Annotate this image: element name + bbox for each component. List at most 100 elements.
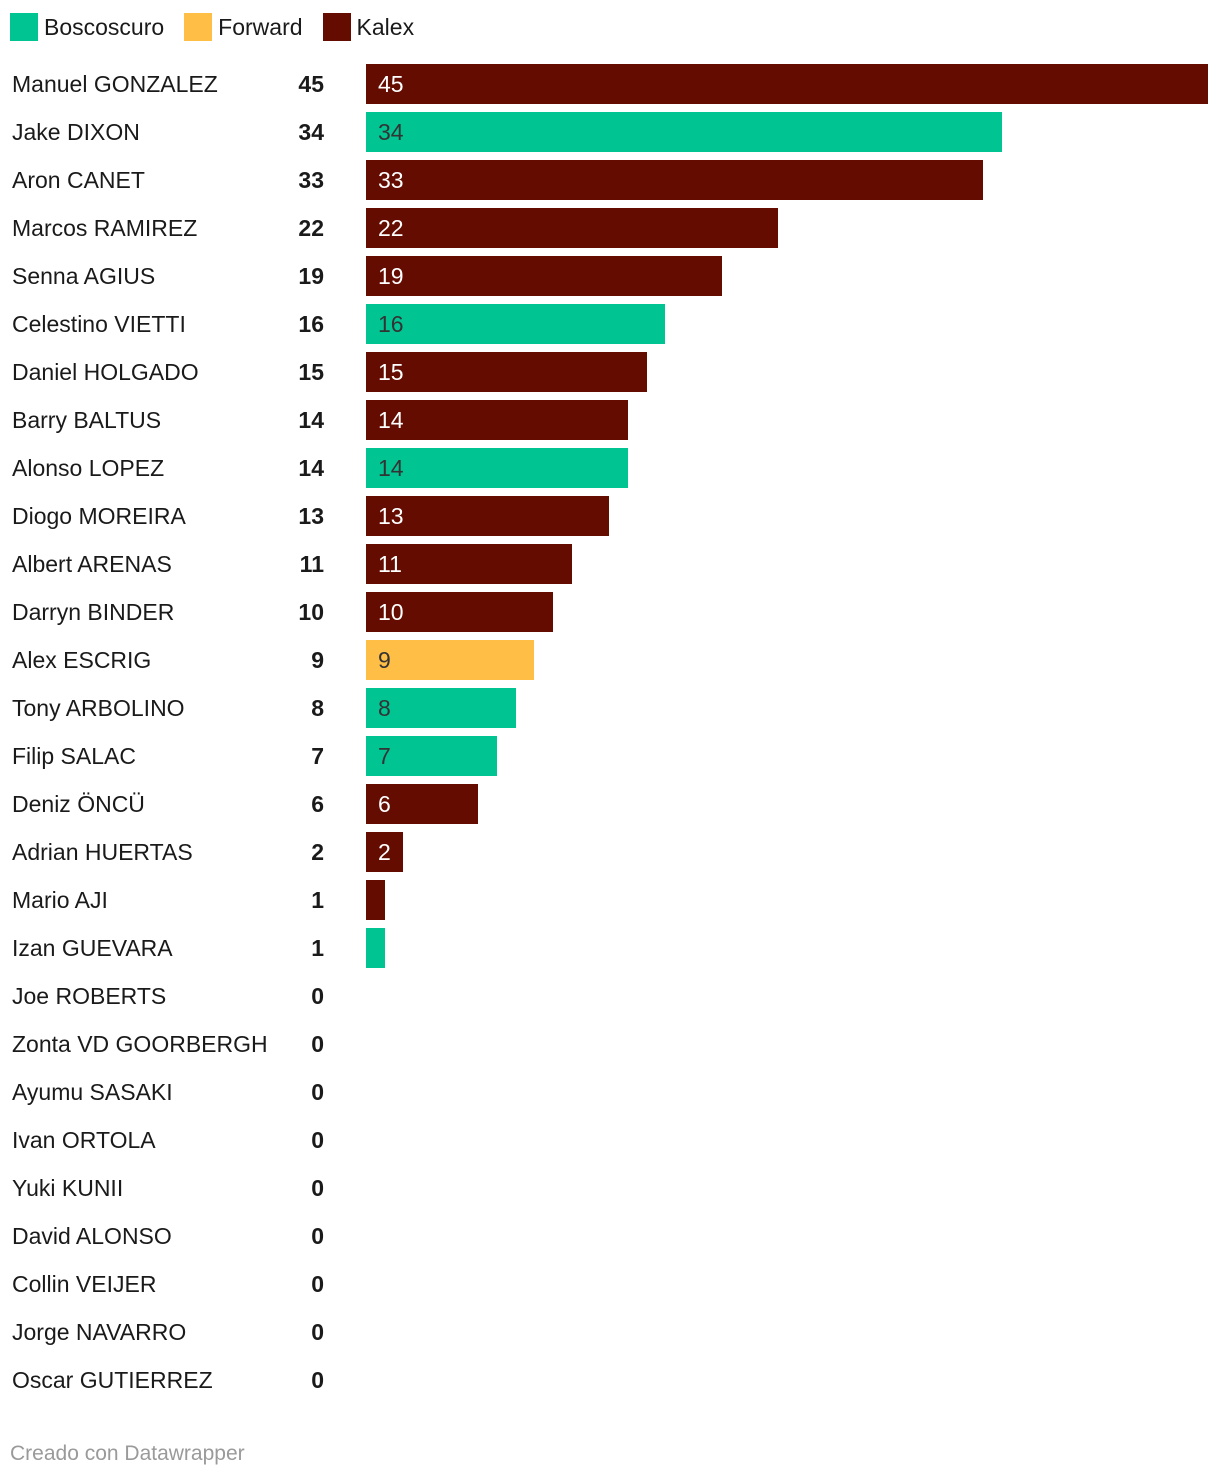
chart-row: Darryn BINDER 10 10 (0, 592, 1220, 632)
value-label: 0 (311, 1127, 324, 1153)
bar: 15 (366, 352, 647, 392)
value-label: 14 (298, 407, 324, 433)
value-label: 10 (298, 599, 324, 625)
chart-legend: Boscoscuro Forward Kalex (10, 12, 434, 42)
bar: 2 (366, 832, 403, 872)
chart-row: Joe ROBERTS 0 (0, 976, 1220, 1016)
legend-swatch-forward (184, 13, 213, 41)
bar (366, 880, 385, 920)
category-label: Zonta VD GOORBERGH (12, 1031, 268, 1057)
bar-data-label: 2 (378, 839, 391, 865)
bar-data-label: 45 (378, 71, 404, 97)
category-label: Aron CANET (12, 167, 145, 193)
chart-row: Alex ESCRIG 9 9 (0, 640, 1220, 680)
bar-data-label: 16 (378, 311, 404, 337)
bar-data-label: 11 (378, 551, 402, 577)
legend-label-boscoscuro: Boscoscuro (44, 14, 165, 40)
value-label: 16 (298, 311, 324, 337)
chart-row: Deniz ÖNCÜ 6 6 (0, 784, 1220, 824)
chart-row: Barry BALTUS 14 14 (0, 400, 1220, 440)
bar-data-label: 8 (378, 695, 391, 721)
value-label: 13 (298, 503, 324, 529)
value-label: 0 (311, 1319, 324, 1345)
chart-row: Jorge NAVARRO 0 (0, 1312, 1220, 1352)
category-label: Filip SALAC (12, 743, 136, 769)
bar: 7 (366, 736, 497, 776)
value-label: 2 (311, 839, 324, 865)
legend-label-kalex: Kalex (356, 14, 415, 40)
bar-data-label: 15 (378, 359, 404, 385)
chart-row: Marcos RAMIREZ 22 22 (0, 208, 1220, 248)
bar: 22 (366, 208, 778, 248)
category-label: Albert ARENAS (12, 551, 172, 577)
bar-data-label: 14 (378, 455, 404, 481)
bar-data-label: 22 (378, 215, 404, 241)
chart-row: Filip SALAC 7 7 (0, 736, 1220, 776)
bar: 19 (366, 256, 722, 296)
chart-row: Izan GUEVARA 1 (0, 928, 1220, 968)
bar-data-label: 7 (378, 743, 391, 769)
value-label: 0 (311, 1223, 324, 1249)
bar: 8 (366, 688, 516, 728)
bar-data-label: 33 (378, 167, 404, 193)
value-label: 33 (298, 167, 324, 193)
chart-row: Daniel HOLGADO 15 15 (0, 352, 1220, 392)
category-label: Collin VEIJER (12, 1271, 157, 1297)
value-label: 14 (298, 455, 324, 481)
category-label: Adrian HUERTAS (12, 839, 193, 865)
category-label: Alonso LOPEZ (12, 455, 165, 481)
category-label: Deniz ÖNCÜ (12, 791, 145, 817)
chart-row: Manuel GONZALEZ 45 45 (0, 64, 1220, 104)
value-label: 45 (298, 71, 324, 97)
value-label: 0 (311, 1175, 324, 1201)
value-label: 9 (311, 647, 324, 673)
category-label: Alex ESCRIG (12, 647, 152, 673)
category-label: Darryn BINDER (12, 599, 175, 625)
bar: 14 (366, 400, 628, 440)
value-label: 0 (311, 1079, 324, 1105)
bar-data-label: 6 (378, 791, 391, 817)
bar: 13 (366, 496, 609, 536)
value-label: 6 (311, 791, 324, 817)
chart-row: Ivan ORTOLA 0 (0, 1120, 1220, 1160)
value-label: 22 (298, 215, 324, 241)
value-label: 0 (311, 983, 324, 1009)
value-label: 34 (298, 119, 324, 145)
bar-data-label: 14 (378, 407, 404, 433)
legend-item-forward: Forward (184, 13, 303, 41)
bar: 9 (366, 640, 534, 680)
chart-row: Senna AGIUS 19 19 (0, 256, 1220, 296)
bar: 6 (366, 784, 478, 824)
bar-data-label: 9 (378, 647, 391, 673)
chart-row: Diogo MOREIRA 13 13 (0, 496, 1220, 536)
category-label: Manuel GONZALEZ (12, 71, 218, 97)
value-label: 8 (311, 695, 324, 721)
category-label: Celestino VIETTI (12, 311, 186, 337)
value-label: 7 (311, 743, 324, 769)
legend-item-boscoscuro: Boscoscuro (10, 13, 164, 41)
category-label: Marcos RAMIREZ (12, 215, 198, 241)
bar (366, 928, 385, 968)
bar-data-label: 13 (378, 503, 404, 529)
category-label: Mario AJI (12, 887, 108, 913)
category-label: Senna AGIUS (12, 263, 156, 289)
value-label: 0 (311, 1271, 324, 1297)
bar-data-label: 10 (378, 599, 404, 625)
bar: 45 (366, 64, 1208, 104)
chart-row: Jake DIXON 34 34 (0, 112, 1220, 152)
chart-row: Mario AJI 1 (0, 880, 1220, 920)
value-label: 15 (298, 359, 324, 385)
bar: 10 (366, 592, 553, 632)
legend-swatch-kalex (322, 13, 351, 41)
category-label: Yuki KUNII (12, 1175, 124, 1201)
bar: 16 (366, 304, 665, 344)
value-label: 19 (298, 263, 324, 289)
legend-swatch-boscoscuro (10, 13, 38, 41)
chart-row: Alonso LOPEZ 14 14 (0, 448, 1220, 488)
chart-row: Aron CANET 33 33 (0, 160, 1220, 200)
category-label: Joe ROBERTS (12, 983, 167, 1009)
chart-row: Zonta VD GOORBERGH 0 (0, 1024, 1220, 1064)
chart-row: David ALONSO 0 (0, 1216, 1220, 1256)
chart-row: Tony ARBOLINO 8 8 (0, 688, 1220, 728)
category-label: Barry BALTUS (12, 407, 162, 433)
